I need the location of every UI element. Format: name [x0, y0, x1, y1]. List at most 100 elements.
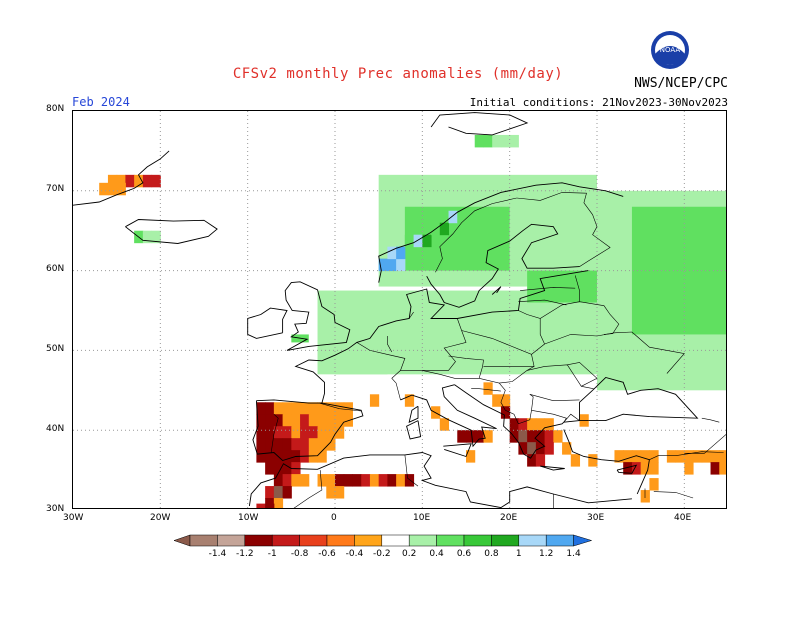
anomaly-cell [308, 426, 319, 439]
anomaly-cell [666, 450, 677, 463]
anomaly-cell [326, 426, 336, 439]
border-20 [579, 301, 620, 335]
coastline-2 [400, 384, 497, 448]
anomaly-cell [265, 426, 275, 439]
coastlines [73, 112, 726, 508]
colorbar-segment [436, 534, 465, 547]
anomaly-cell [343, 402, 353, 415]
anomaly-cell [413, 234, 423, 248]
anomaly-cell [317, 402, 327, 415]
anomaly-cell [562, 442, 572, 455]
colorbar-lower-arrow [173, 534, 191, 547]
anomaly-cell [396, 258, 406, 272]
colorbar-segment [189, 534, 218, 547]
border-19 [520, 287, 576, 291]
colorbar-segment [326, 534, 355, 547]
anomaly-cell [509, 418, 519, 431]
anomaly-cell [474, 134, 484, 148]
coastline-7 [247, 307, 288, 339]
anomaly-cell [282, 474, 292, 487]
colorbar-segment [381, 534, 410, 547]
coastline-19 [616, 464, 638, 474]
anomaly-cell [273, 462, 284, 475]
border-0 [319, 402, 362, 412]
svg-text:NOAA: NOAA [660, 46, 681, 54]
lat-label-40n: 40N [46, 424, 65, 434]
coastline-18 [540, 465, 565, 471]
anomaly-cell [527, 454, 537, 467]
colorbar-segment [299, 534, 328, 547]
anomaly-cell [107, 174, 118, 188]
border-7 [461, 330, 535, 367]
colorbar-label: -0.8 [290, 549, 309, 559]
anomaly-cell [457, 210, 467, 224]
coastline-5 [248, 452, 632, 508]
coastline-20 [491, 286, 502, 295]
anomaly-cell [404, 474, 415, 487]
anomaly-cell [518, 430, 528, 443]
anomaly-cell [649, 462, 659, 475]
colorbar-segment [463, 534, 492, 547]
anomaly-cell [649, 450, 659, 463]
anomaly-cell [710, 450, 720, 463]
anomaly-cell [125, 174, 135, 188]
anomaly-cell [492, 394, 502, 407]
coastline-10 [125, 219, 218, 244]
anomaly-cell [588, 454, 598, 467]
anomaly-cell [404, 234, 415, 248]
anomaly-cell [317, 438, 327, 451]
border-1 [270, 413, 279, 453]
anomaly-cell [273, 438, 284, 451]
lon-label-30e: 30E [587, 513, 605, 523]
anomaly-cell [535, 430, 546, 443]
anomaly-cell [378, 258, 388, 272]
anomaly-cell [282, 438, 292, 451]
colorbar-label: 0.4 [429, 549, 444, 559]
colorbar-label: 1 [515, 549, 522, 559]
border-13 [471, 388, 501, 392]
anomaly-cell [326, 438, 336, 451]
border-11 [529, 394, 580, 402]
anomaly-cell [675, 450, 685, 463]
lat-label-50n: 50N [46, 344, 65, 354]
anomaly-cell [404, 394, 415, 407]
border-22 [435, 197, 517, 273]
border-15 [544, 331, 685, 374]
coastline-4 [563, 429, 650, 495]
anomaly-cell [396, 246, 406, 260]
anomaly-cell [631, 462, 642, 475]
anomaly-cell [710, 462, 720, 475]
anomaly-cell [300, 414, 310, 427]
anomaly-cell [317, 474, 327, 487]
colorbar-label: 0.2 [402, 549, 417, 559]
coastline-9 [426, 223, 580, 308]
anomaly-cell [719, 450, 726, 463]
anomaly-cell [623, 450, 633, 463]
anomaly-cell [273, 402, 284, 415]
anomaly-cell [544, 418, 554, 431]
anomaly-cell [693, 450, 703, 463]
anomaly-cell [273, 414, 284, 427]
anomaly-cell [265, 450, 275, 463]
anomaly-cell [282, 462, 292, 475]
anomaly-cell [483, 382, 493, 395]
anomaly-cell [300, 474, 310, 487]
anomaly-cell [640, 462, 650, 475]
border-3 [387, 336, 393, 353]
border-14 [531, 410, 567, 423]
anomaly-cell [282, 450, 292, 463]
anomaly-cell [265, 498, 275, 508]
anomaly-cell [352, 474, 362, 487]
anomaly-cell [518, 418, 528, 431]
anomaly-cell [300, 402, 310, 415]
anomaly-cell [308, 450, 319, 463]
anomaly-cell [492, 134, 502, 148]
anomaly-cell [535, 418, 546, 431]
colorbar-label: 1.2 [539, 549, 554, 559]
colorbar-label: -1 [267, 549, 277, 559]
anomaly-cell [527, 442, 537, 455]
border-6 [422, 355, 484, 379]
anomaly-cell [265, 402, 275, 415]
border-5 [400, 318, 467, 371]
anomaly-cell [326, 402, 336, 415]
